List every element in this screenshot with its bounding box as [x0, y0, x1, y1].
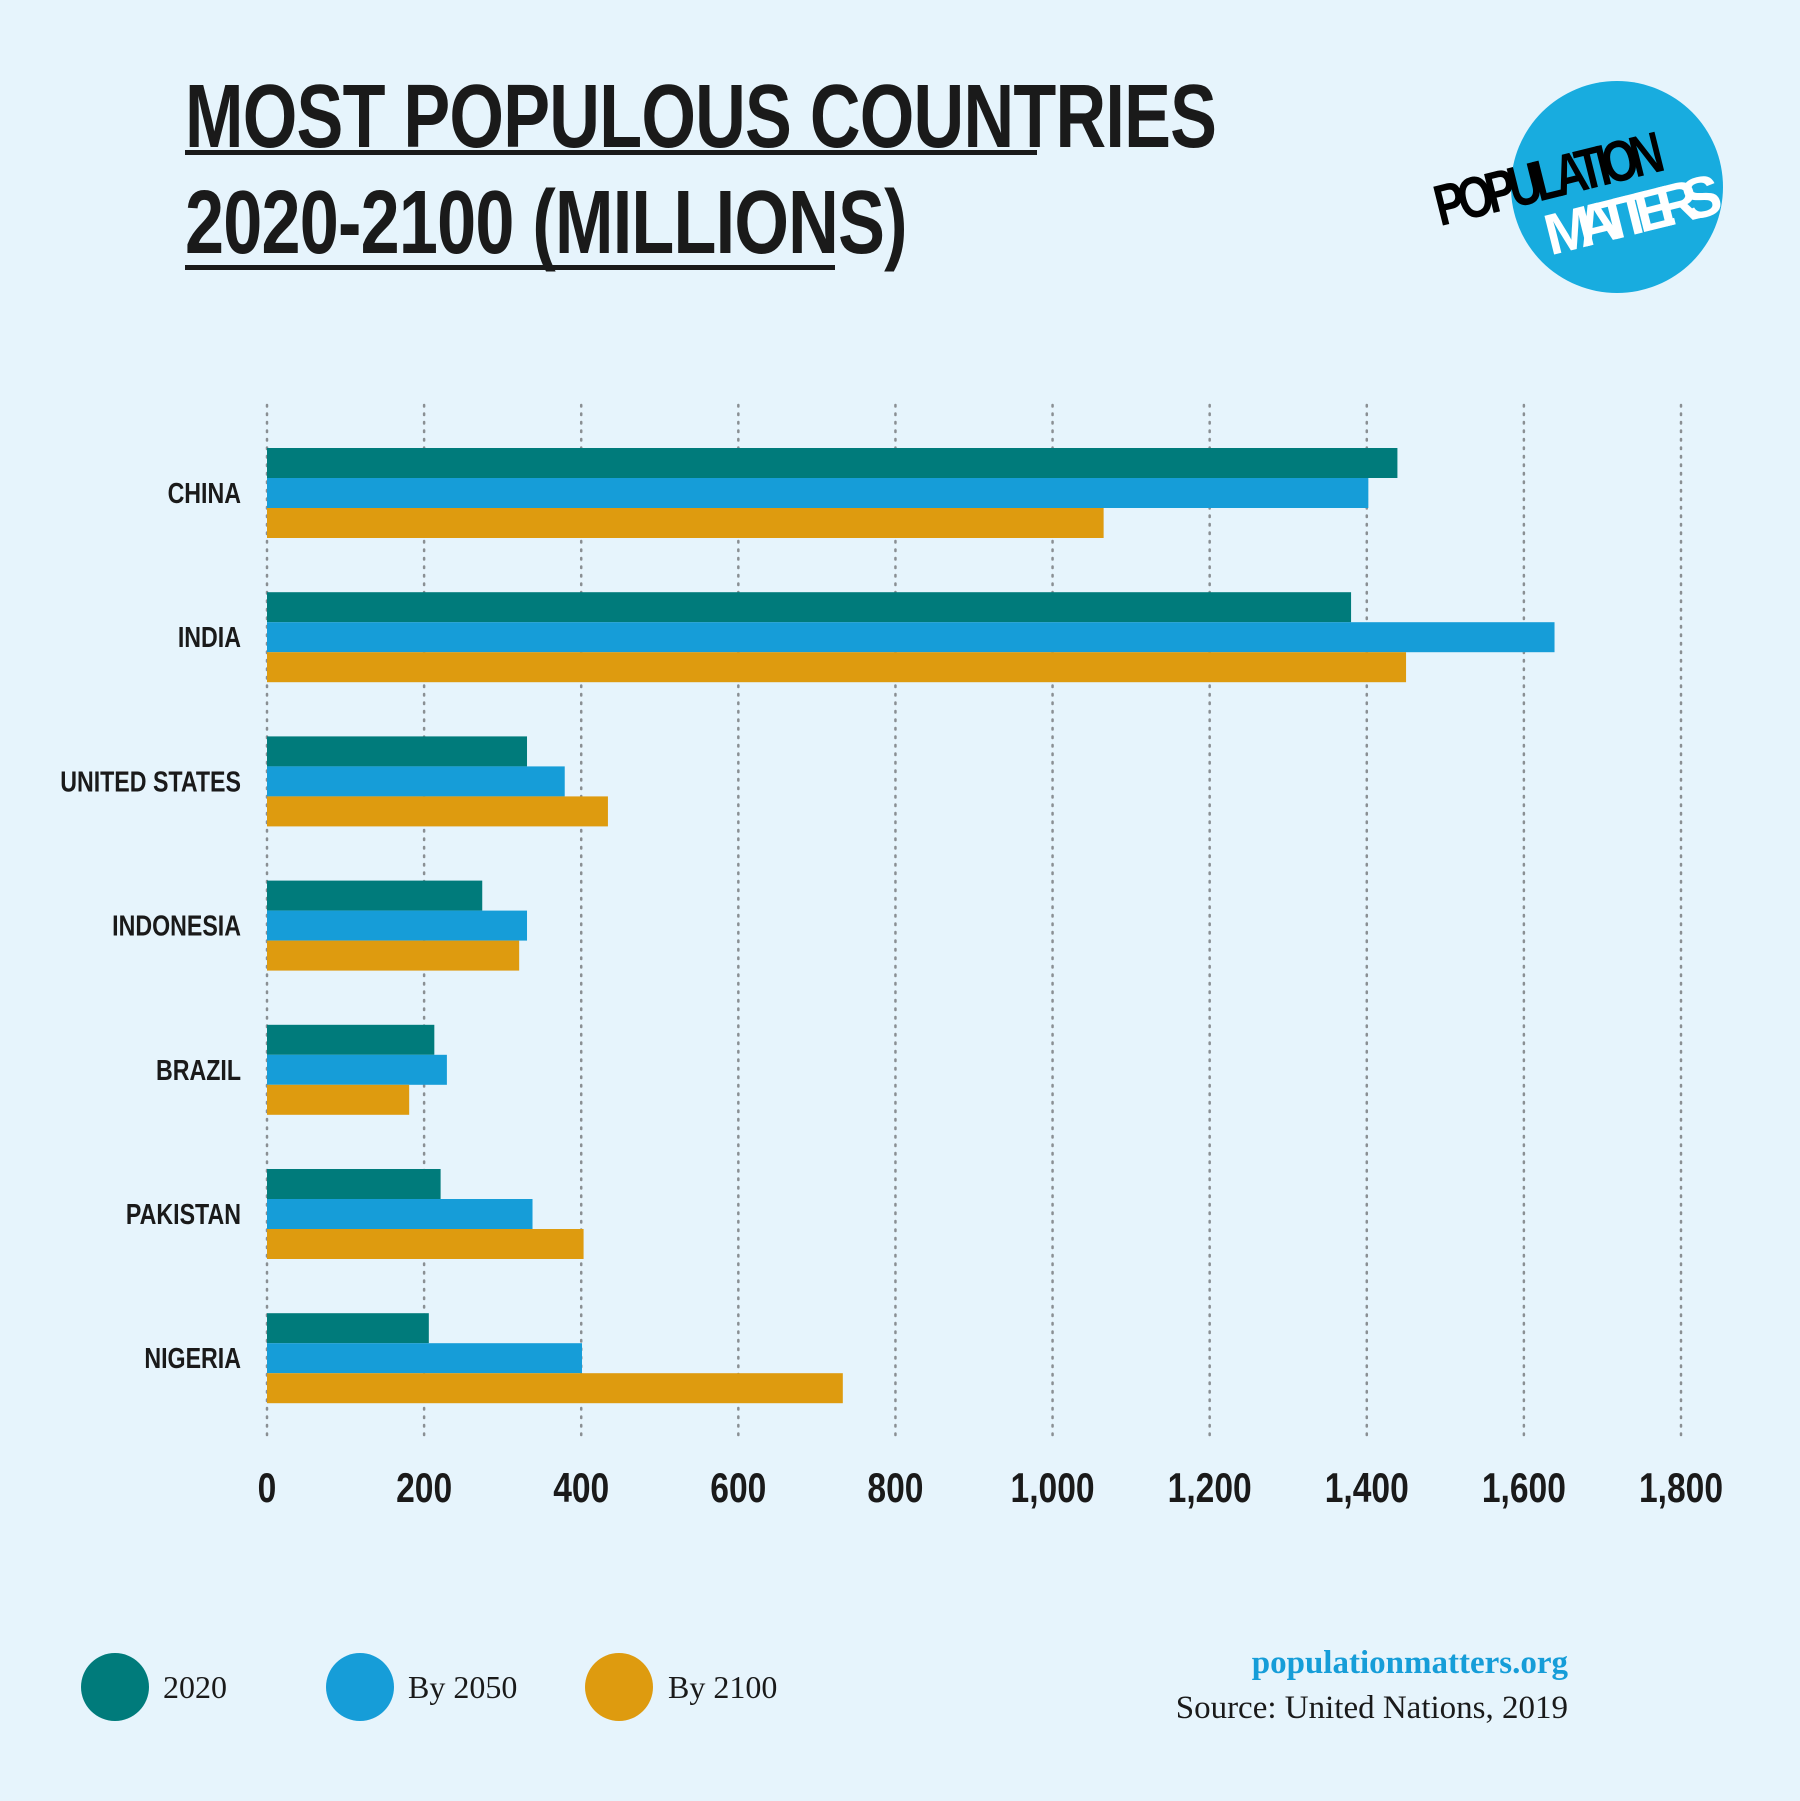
bar-india-by-2100	[267, 652, 1407, 683]
bar-brazil-2020	[267, 1024, 435, 1055]
bar-pakistan-by-2050	[267, 1199, 533, 1229]
x-tick-label: 1,200	[1168, 1466, 1252, 1512]
bar-pakistan-2020	[267, 1169, 441, 1199]
category-label: INDIA	[178, 621, 241, 654]
bar-united-states-by-2050	[267, 766, 565, 797]
category-label: CHINA	[168, 476, 241, 509]
logo-circle	[1511, 81, 1723, 293]
population-matters-logo: POPULATION MATTERS	[1428, 81, 1728, 293]
legend-swatch-2020	[81, 1653, 149, 1721]
bar-india-by-2050	[267, 622, 1555, 653]
x-tick-label: 1,600	[1482, 1466, 1566, 1512]
category-label: PAKISTAN	[126, 1197, 241, 1230]
title-underline-1	[185, 150, 1037, 155]
website-link[interactable]: populationmatters.org	[1251, 1645, 1568, 1681]
title-underline-2	[185, 265, 835, 270]
source-note: Source: United Nations, 2019	[1175, 1690, 1568, 1726]
bar-nigeria-by-2050	[267, 1343, 583, 1374]
bar-china-by-2100	[267, 508, 1104, 538]
x-tick-label: 800	[867, 1466, 923, 1512]
bar-indonesia-by-2050	[267, 910, 528, 941]
category-label: UNITED STATES	[60, 765, 241, 798]
x-tick-label: 1,800	[1639, 1466, 1723, 1512]
bar-indonesia-by-2100	[267, 940, 520, 971]
bar-india-2020	[267, 592, 1352, 623]
bar-china-by-2050	[267, 478, 1369, 508]
bar-indonesia-2020	[267, 880, 483, 911]
category-label: INDONESIA	[112, 909, 241, 942]
legend-swatch-2050	[326, 1653, 394, 1721]
chart-title-line-1: MOST POPULOUS COUNTRIES	[185, 67, 1217, 167]
x-tick-label: 0	[258, 1466, 277, 1512]
x-tick-label: 600	[710, 1466, 766, 1512]
category-label: NIGERIA	[144, 1342, 241, 1375]
legend-label-2020: 2020	[163, 1669, 227, 1705]
bar-united-states-by-2100	[267, 796, 608, 827]
bar-china-2020	[267, 448, 1398, 478]
bar-brazil-by-2050	[267, 1054, 447, 1085]
bar-brazil-by-2100	[267, 1084, 410, 1115]
x-tick-label: 1,000	[1011, 1466, 1095, 1512]
x-tick-label: 200	[396, 1466, 452, 1512]
category-label: BRAZIL	[156, 1053, 241, 1086]
bar-pakistan-by-2100	[267, 1229, 584, 1259]
legend-swatch-2100	[585, 1653, 653, 1721]
bar-nigeria-by-2100	[267, 1373, 843, 1404]
bar-united-states-2020	[267, 736, 528, 767]
x-tick-label: 1,400	[1325, 1466, 1409, 1512]
bar-nigeria-2020	[267, 1313, 429, 1344]
legend-label-2100: By 2100	[668, 1669, 778, 1705]
legend-label-2050: By 2050	[408, 1669, 518, 1705]
chart-title-line-2: 2020-2100 (MILLIONS)	[185, 173, 908, 273]
x-tick-label: 400	[553, 1466, 609, 1512]
